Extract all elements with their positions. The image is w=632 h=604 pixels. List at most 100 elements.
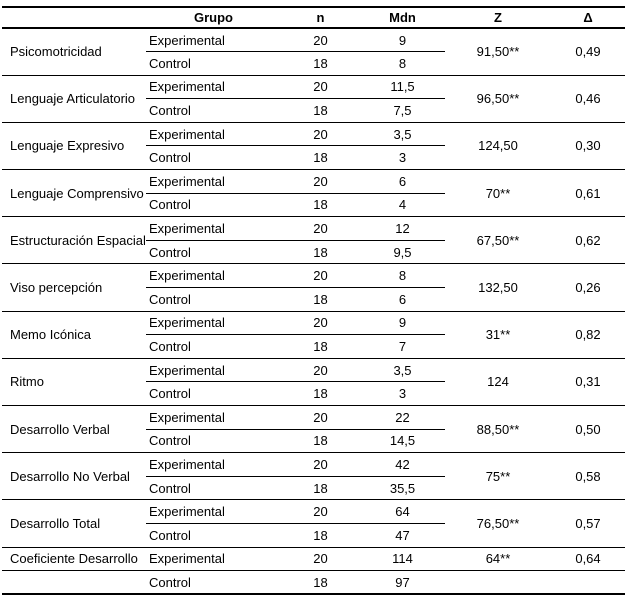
mdn-cell: 8: [398, 55, 407, 71]
variable-label: Desarrollo Verbal: [10, 421, 110, 437]
z-cell: 96,50**: [476, 91, 520, 107]
experimental-row: Viso percepción Experimental 20 8 132,50 0,26: [2, 263, 625, 295]
table-header: Grupo n Mdn Z Δ: [2, 7, 625, 28]
delta-cell: 0,61: [575, 185, 601, 201]
z-cell: 132,50: [478, 280, 518, 296]
n-cell: 20: [281, 169, 360, 194]
n-cell: 18: [281, 570, 360, 595]
col-header-mdn: Mdn: [389, 10, 416, 25]
grupo-cell: Control: [149, 103, 191, 119]
variable-label: Estructuración Espacial: [10, 232, 146, 248]
control-row: Control 18 9,5: [2, 240, 625, 264]
col-header-grupo: Grupo: [194, 10, 233, 25]
variable-label: Lenguaje Expresivo: [10, 138, 125, 154]
delta-cell: 0,82: [575, 327, 601, 343]
variable-block: Memo Icónica Experimental 20 9 31** 0,82 Contr…: [2, 311, 625, 358]
z-cell-empty: [445, 570, 551, 595]
mdn-cell: 4: [398, 197, 407, 213]
experimental-row: Lenguaje Articulatorio Experimental 20 11,5…: [2, 75, 625, 106]
mdn-cell: 7: [398, 339, 407, 355]
mdn-cell: 7,5: [393, 103, 412, 119]
group-comparison-table: Grupo n Mdn Z Δ Psicomotricidad Experimen…: [2, 6, 625, 596]
mdn-cell: 3,5: [360, 122, 445, 147]
variable-label: Memo Icónica: [10, 327, 91, 343]
n-cell: 18: [313, 433, 328, 449]
grupo-cell: Experimental: [146, 216, 281, 241]
variable-block: Ritmo Experimental 20 3,5 124 0,31 Control 18 3: [2, 358, 625, 405]
mdn-cell: 14,5: [389, 433, 416, 449]
grupo-cell: Control: [149, 291, 191, 307]
z-cell: 31**: [485, 327, 511, 343]
variable-label: Psicomotricidad: [10, 44, 102, 60]
z-cell: 75**: [485, 468, 511, 484]
experimental-row: Lenguaje Expresivo Experimental 20 3,5 124,5…: [2, 122, 625, 153]
variable-label: Ritmo: [10, 374, 44, 390]
variable-block: Lenguaje Expresivo Experimental 20 3,5 124,5…: [2, 122, 625, 169]
mdn-cell: 3,5: [360, 358, 445, 383]
grupo-cell: Experimental: [146, 405, 281, 430]
delta-cell: 0,62: [575, 232, 601, 248]
experimental-row: Lenguaje Comprensivo Experimental 20 6 70** 0…: [2, 169, 625, 201]
control-row: Control 18 7,5: [2, 99, 625, 123]
delta-cell: 0,46: [575, 91, 601, 107]
grupo-cell: Control: [149, 55, 191, 71]
grupo-cell: Control: [149, 433, 191, 449]
variable-label-empty: [2, 570, 146, 595]
n-cell: 18: [313, 291, 328, 307]
grupo-cell: Control: [149, 386, 191, 402]
n-cell: 20: [281, 405, 360, 430]
col-header-z: Z: [494, 10, 502, 25]
delta-cell: 0,31: [575, 374, 601, 390]
mdn-cell: 97: [360, 570, 445, 595]
variable-label: Lenguaje Comprensivo: [10, 185, 144, 201]
experimental-row: Memo Icónica Experimental 20 9 31** 0,82: [2, 311, 625, 342]
grupo-cell: Experimental: [146, 169, 281, 194]
control-row: Control 18 14,5: [2, 429, 625, 453]
col-header-n: n: [316, 10, 325, 25]
variable-label: Viso percepción: [10, 280, 103, 296]
n-cell: 18: [313, 527, 328, 543]
grupo-cell: Experimental: [146, 311, 281, 336]
delta-cell: 0,58: [575, 468, 601, 484]
grupo-cell: Experimental: [146, 263, 281, 289]
mdn-cell: 3: [398, 386, 407, 402]
n-cell: 18: [313, 386, 328, 402]
grupo-cell: Control: [149, 339, 191, 355]
grupo-cell: Experimental: [146, 75, 281, 100]
mdn-cell: 3: [398, 150, 407, 166]
n-cell: 18: [313, 244, 328, 260]
variable-block: Desarrollo Total Experimental 20 64 76,50** 0…: [2, 499, 625, 547]
delta-cell: 0,57: [575, 515, 601, 531]
control-row: Control 18 8: [2, 52, 625, 76]
variable-label: Desarrollo Total: [10, 515, 101, 531]
delta-cell: 0,64: [575, 551, 601, 567]
z-cell: 88,50**: [476, 421, 520, 437]
mdn-cell: 22: [360, 405, 445, 430]
grupo-cell: Control: [149, 244, 191, 260]
z-cell: 67,50**: [476, 232, 520, 248]
control-row: Control 18 3: [2, 146, 625, 170]
variable-block: Desarrollo Verbal Experimental 20 22 88,50**…: [2, 405, 625, 453]
grupo-cell: Control: [146, 570, 281, 595]
col-header-variable: [2, 7, 146, 28]
control-row: Control 18 3: [2, 382, 625, 406]
experimental-row: Psicomotricidad Experimental 20 9 91,50** 0,4…: [2, 28, 625, 59]
n-cell: 18: [313, 55, 328, 71]
experimental-row: Coeficiente Desarrollo Experimental 20 114 6…: [2, 547, 625, 571]
n-cell: 18: [313, 339, 328, 355]
delta-cell: 0,50: [575, 421, 601, 437]
variable-block: Lenguaje Articulatorio Experimental 20 11,5…: [2, 75, 625, 122]
mdn-cell: 9: [360, 28, 445, 53]
control-row: Control 18 47: [2, 523, 625, 547]
mdn-cell: 114: [392, 551, 413, 567]
mdn-cell: 9,5: [393, 244, 412, 260]
mdn-cell: 42: [360, 452, 445, 477]
mdn-cell: 6: [360, 169, 445, 194]
n-cell: 18: [313, 103, 328, 119]
variable-block: Estructuración Espacial Experimental 20 12 6…: [2, 216, 625, 264]
control-row: Control 18 4: [2, 193, 625, 217]
variable-label: Lenguaje Articulatorio: [10, 91, 136, 107]
experimental-row: Ritmo Experimental 20 3,5 124 0,31: [2, 358, 625, 389]
mdn-cell: 6: [398, 291, 407, 307]
delta-cell: 0,49: [575, 44, 601, 60]
